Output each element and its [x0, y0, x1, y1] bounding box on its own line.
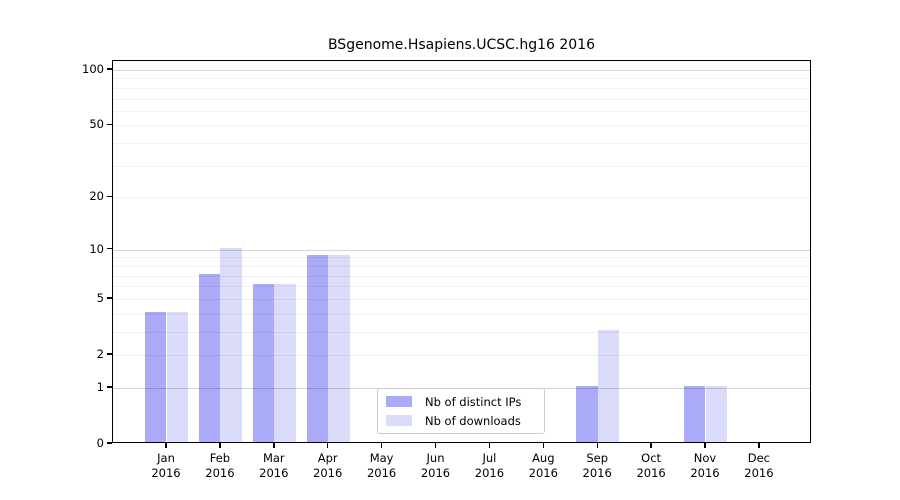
legend-label-distinct-ips: Nb of distinct IPs	[425, 394, 522, 409]
x-tick-label-apr: Apr 2016	[313, 451, 343, 480]
y-tick-label: 10	[89, 241, 104, 256]
chart-title: BSgenome.Hsapiens.UCSC.hg16 2016	[327, 37, 596, 53]
y-tick-label: 5	[96, 290, 104, 305]
x-tick-label-aug: Aug 2016	[528, 451, 558, 480]
legend-swatch-downloads	[386, 415, 412, 426]
bar-sep-downloads	[597, 329, 620, 442]
bar-mar-distinct-ips	[252, 284, 275, 442]
bar-apr-distinct-ips	[306, 255, 329, 442]
x-tick-label-nov: Nov 2016	[690, 451, 720, 480]
x-tick-label-dec: Dec 2016	[744, 451, 774, 480]
bars-layer	[113, 61, 810, 442]
y-tick	[107, 195, 112, 197]
x-tick	[650, 443, 652, 448]
y-tick-label: 2	[96, 347, 104, 361]
y-tick-label: 50	[89, 117, 104, 132]
x-tick-label-jul: Jul 2016	[474, 451, 505, 480]
y-tick	[107, 386, 112, 388]
y-tick-label: 1	[96, 379, 104, 394]
x-tick	[488, 443, 491, 448]
x-tick-label-jan: Jan 2016	[151, 451, 181, 480]
x-tick-label-sep: Sep 2016	[582, 451, 612, 480]
bar-feb-distinct-ips	[198, 273, 221, 442]
x-tick-label-jun: Jun 2016	[420, 451, 451, 480]
legend-entry-downloads: Nb of downloads	[378, 413, 544, 429]
y-tick	[107, 123, 112, 126]
bar-jan-distinct-ips	[144, 311, 167, 442]
bar-sep-distinct-ips	[576, 385, 598, 442]
bar-nov-distinct-ips	[683, 385, 706, 442]
legend-entry-distinct-ips: Nb of distinct IPs	[378, 394, 544, 410]
legend: Nb of distinct IPs Nb of downloads	[377, 388, 545, 434]
y-tick-label: 20	[89, 189, 104, 204]
legend-swatch-distinct-ips	[386, 396, 412, 407]
y-tick	[107, 442, 112, 444]
x-tick	[542, 443, 544, 448]
bar-mar-downloads	[274, 284, 296, 442]
x-tick-label-may: May 2016	[366, 451, 397, 480]
bar-apr-downloads	[328, 255, 350, 442]
x-tick	[165, 443, 167, 448]
plot-area	[112, 60, 811, 443]
y-tick	[107, 247, 112, 250]
x-tick	[704, 443, 706, 448]
bar-jan-downloads	[166, 311, 189, 442]
x-tick	[758, 443, 760, 448]
y-tick	[107, 68, 112, 70]
x-tick	[326, 443, 329, 448]
x-tick	[380, 443, 383, 448]
y-tick	[107, 297, 112, 299]
x-tick	[434, 443, 437, 448]
bar-nov-downloads	[705, 385, 728, 442]
x-tick	[596, 443, 598, 448]
y-tick-label: 0	[96, 436, 104, 450]
y-tick-label: 100	[82, 62, 104, 76]
x-tick	[273, 443, 275, 448]
bar-feb-downloads	[220, 247, 242, 442]
y-tick	[107, 353, 112, 355]
x-tick-label-feb: Feb 2016	[205, 451, 235, 480]
x-tick-label-oct: Oct 2016	[636, 451, 666, 480]
x-tick	[219, 443, 221, 448]
x-tick-label-mar: Mar 2016	[259, 451, 289, 480]
legend-label-downloads: Nb of downloads	[425, 413, 521, 428]
